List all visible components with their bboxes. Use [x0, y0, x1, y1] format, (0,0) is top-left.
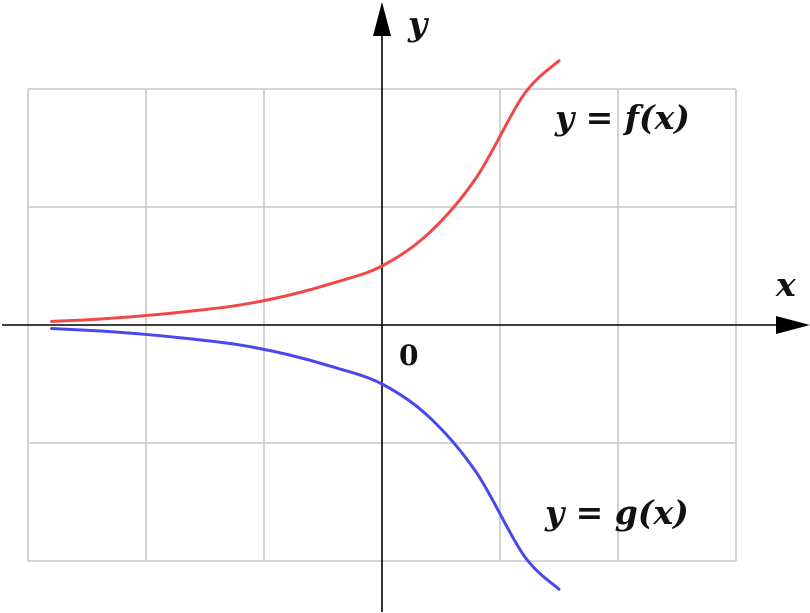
f-curve-label: y = f(x) — [554, 98, 690, 137]
y-axis-arrow-icon — [373, 2, 391, 36]
x-axis-arrow-icon — [776, 316, 810, 334]
origin-label: 0 — [399, 339, 418, 372]
curves — [50, 59, 561, 591]
y-axis-label: y — [407, 4, 430, 43]
x-axis-label: x — [775, 265, 796, 304]
g-curve — [50, 327, 561, 591]
g-curve-label: y = g(x) — [544, 493, 689, 532]
f-curve — [50, 59, 561, 323]
